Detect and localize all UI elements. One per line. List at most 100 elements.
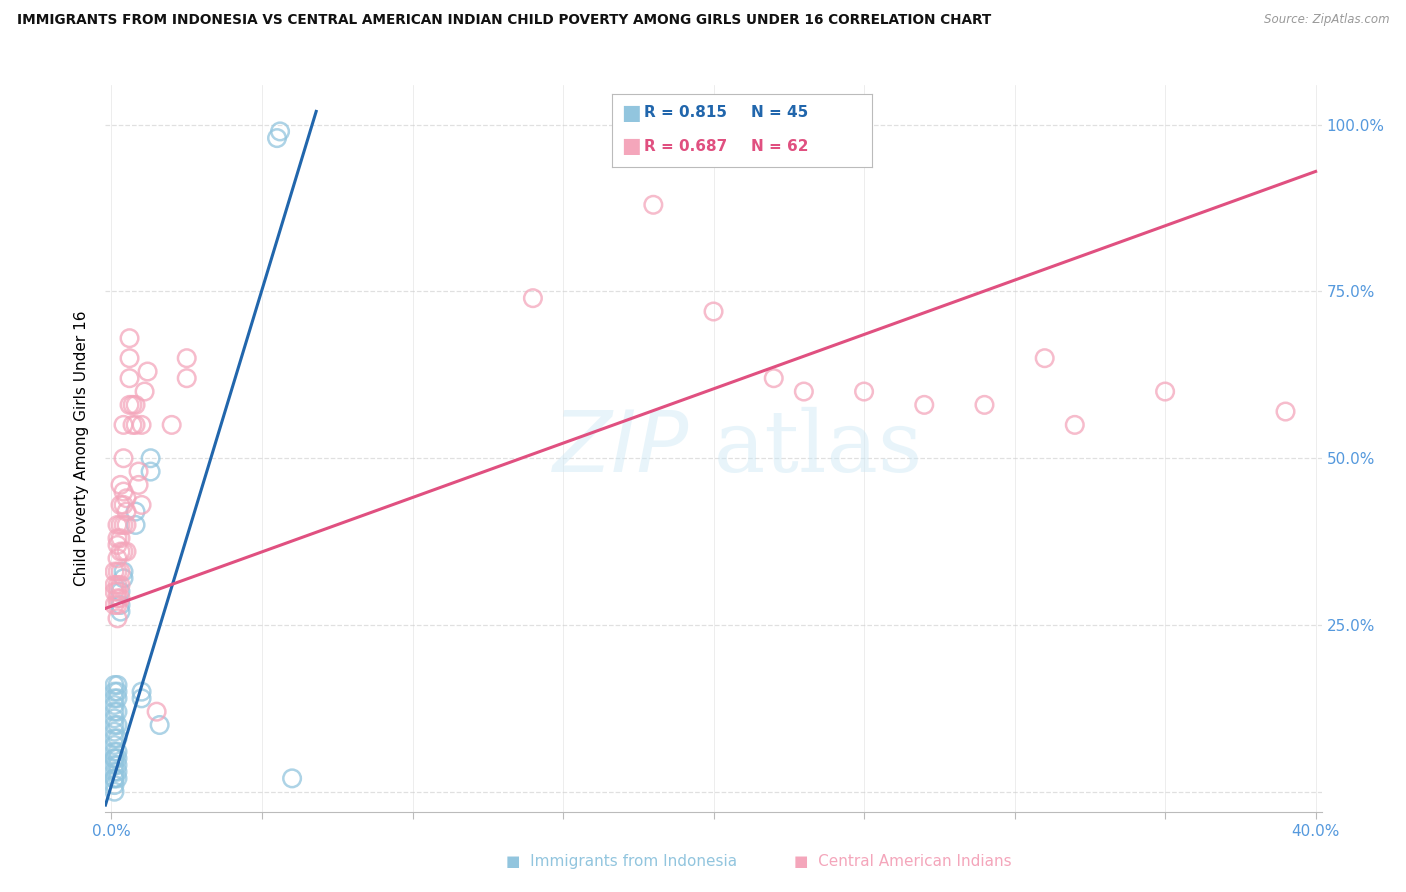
- Point: [793, 384, 815, 399]
- Point: [136, 365, 159, 379]
- Point: [110, 591, 132, 606]
- Point: [762, 371, 785, 385]
- Point: [107, 758, 129, 772]
- Point: [107, 578, 129, 592]
- Point: [269, 124, 291, 138]
- Point: [145, 705, 167, 719]
- Point: [115, 544, 138, 558]
- Point: [103, 684, 125, 698]
- Text: Source: ZipAtlas.com: Source: ZipAtlas.com: [1264, 13, 1389, 27]
- Point: [112, 517, 135, 532]
- Point: [134, 384, 156, 399]
- Point: [110, 531, 132, 545]
- Point: [112, 544, 135, 558]
- Point: [103, 565, 125, 579]
- Point: [973, 398, 995, 412]
- Point: [107, 678, 129, 692]
- Point: [115, 517, 138, 532]
- Point: [112, 417, 135, 432]
- Point: [107, 538, 129, 552]
- Point: [103, 678, 125, 692]
- Point: [112, 484, 135, 499]
- Point: [103, 698, 125, 712]
- Point: [121, 417, 143, 432]
- Point: [149, 718, 172, 732]
- Point: [110, 578, 132, 592]
- Point: [112, 498, 135, 512]
- Point: [139, 465, 162, 479]
- Point: [118, 371, 141, 385]
- Point: [103, 691, 125, 706]
- Point: [103, 731, 125, 746]
- Point: [103, 772, 125, 786]
- Point: [107, 691, 129, 706]
- Point: [107, 551, 129, 566]
- Point: [124, 505, 146, 519]
- Point: [110, 544, 132, 558]
- Point: [124, 417, 146, 432]
- Point: [643, 198, 665, 212]
- Point: [107, 731, 129, 746]
- Text: atlas: atlas: [713, 407, 922, 490]
- Point: [112, 571, 135, 585]
- Point: [103, 764, 125, 779]
- Text: ■  Immigrants from Indonesia: ■ Immigrants from Indonesia: [506, 854, 737, 869]
- Point: [853, 384, 876, 399]
- Point: [1274, 404, 1296, 418]
- Point: [1063, 417, 1085, 432]
- Point: [110, 584, 132, 599]
- Point: [112, 565, 135, 579]
- Point: [128, 465, 150, 479]
- Point: [107, 772, 129, 786]
- Point: [103, 758, 125, 772]
- Point: [107, 764, 129, 779]
- Point: [103, 724, 125, 739]
- Point: [176, 351, 198, 366]
- Point: [912, 398, 935, 412]
- Point: [103, 745, 125, 759]
- Point: [103, 738, 125, 752]
- Point: [1154, 384, 1177, 399]
- Point: [107, 611, 129, 625]
- Point: [124, 517, 146, 532]
- Point: [107, 684, 129, 698]
- Point: [110, 478, 132, 492]
- Text: R = 0.815: R = 0.815: [644, 105, 727, 120]
- Text: ■  Central American Indians: ■ Central American Indians: [794, 854, 1012, 869]
- Point: [107, 718, 129, 732]
- Point: [160, 417, 183, 432]
- Point: [131, 498, 153, 512]
- Point: [107, 751, 129, 765]
- Point: [107, 591, 129, 606]
- Point: [107, 517, 129, 532]
- Point: [107, 565, 129, 579]
- Point: [131, 684, 153, 698]
- Text: N = 62: N = 62: [751, 139, 808, 154]
- Point: [107, 598, 129, 612]
- Point: [103, 578, 125, 592]
- Point: [103, 705, 125, 719]
- Text: IMMIGRANTS FROM INDONESIA VS CENTRAL AMERICAN INDIAN CHILD POVERTY AMONG GIRLS U: IMMIGRANTS FROM INDONESIA VS CENTRAL AME…: [17, 13, 991, 28]
- Point: [107, 531, 129, 545]
- Point: [110, 605, 132, 619]
- Point: [1033, 351, 1056, 366]
- Point: [103, 718, 125, 732]
- Point: [103, 772, 125, 786]
- Point: [107, 584, 129, 599]
- Text: ZIP: ZIP: [553, 407, 689, 490]
- Text: ■: ■: [621, 103, 641, 122]
- Point: [118, 398, 141, 412]
- Point: [702, 304, 725, 318]
- Point: [103, 785, 125, 799]
- Text: N = 45: N = 45: [751, 105, 808, 120]
- Point: [110, 598, 132, 612]
- Point: [131, 417, 153, 432]
- Point: [112, 451, 135, 466]
- Point: [522, 291, 544, 305]
- Point: [281, 772, 304, 786]
- Point: [128, 478, 150, 492]
- Point: [266, 131, 288, 145]
- Point: [110, 565, 132, 579]
- Point: [103, 584, 125, 599]
- Point: [103, 711, 125, 725]
